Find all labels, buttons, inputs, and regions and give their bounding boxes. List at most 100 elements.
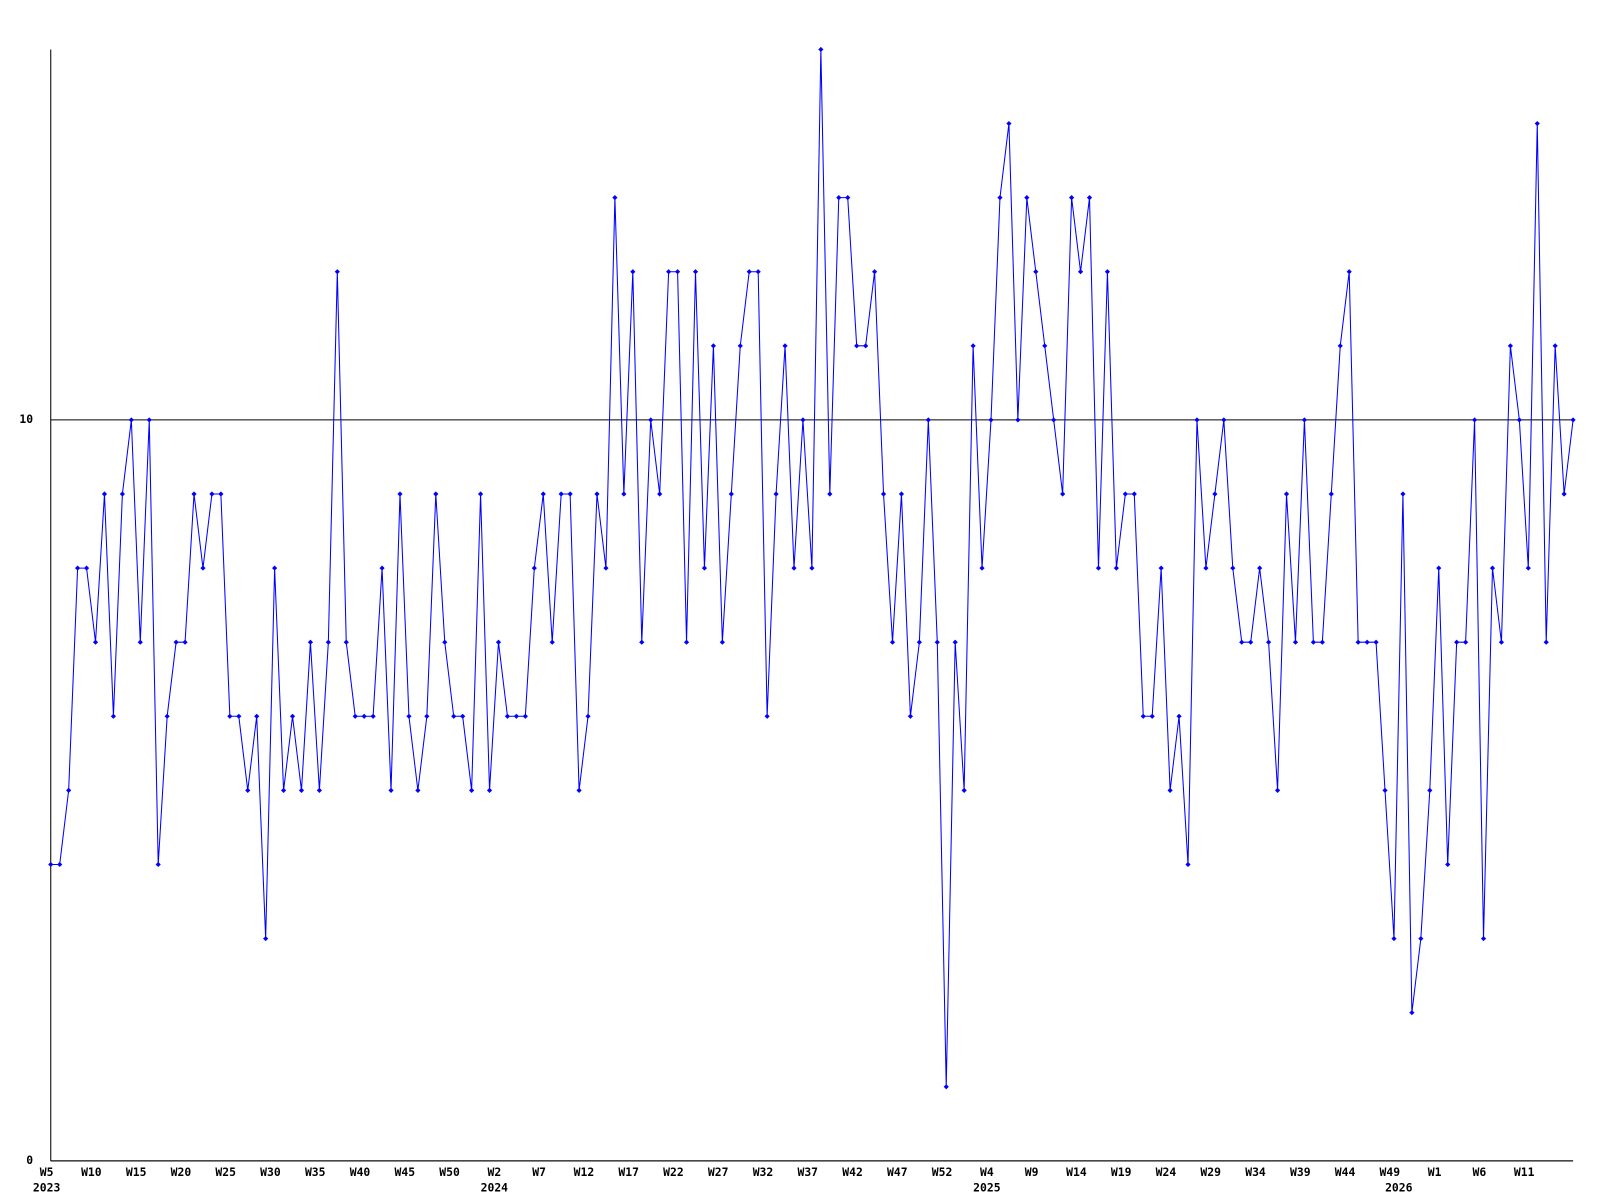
point: [657, 491, 663, 497]
x-tick-label: W9: [1025, 1165, 1039, 1179]
x-year-label: 2023: [33, 1181, 61, 1195]
point: [1346, 269, 1352, 275]
x-tick-label: W29: [1200, 1165, 1221, 1179]
point: [1337, 343, 1343, 349]
point: [1167, 787, 1173, 793]
point: [1364, 639, 1370, 645]
point: [1516, 417, 1522, 423]
x-tick-label: W10: [81, 1165, 102, 1179]
point: [209, 491, 215, 497]
point: [1185, 861, 1191, 868]
point: [710, 343, 716, 349]
point: [101, 491, 108, 497]
point: [1086, 195, 1093, 201]
point: [764, 713, 770, 719]
x-tick-label: W24: [1156, 1165, 1177, 1179]
point: [648, 417, 654, 423]
point: [1122, 491, 1128, 497]
x-tick-label: W35: [305, 1165, 326, 1179]
point: [898, 491, 905, 497]
x-tick-label: W50: [439, 1165, 460, 1179]
point: [979, 565, 985, 571]
point: [1445, 861, 1451, 868]
point: [119, 491, 125, 497]
point: [504, 713, 511, 719]
x-year-label: 2025: [973, 1181, 1001, 1195]
point: [1409, 1010, 1415, 1016]
point: [1552, 343, 1558, 349]
point: [943, 1084, 949, 1090]
point: [316, 787, 322, 793]
point: [1283, 491, 1290, 497]
x-year-label: 2026: [1385, 1181, 1413, 1195]
point: [406, 713, 412, 719]
point: [164, 713, 170, 719]
x-tick-label: W42: [842, 1165, 863, 1179]
x-tick-label: W45: [395, 1165, 416, 1179]
point: [182, 639, 188, 645]
point: [639, 639, 645, 645]
point: [83, 565, 90, 571]
point: [1480, 936, 1487, 942]
point: [889, 639, 896, 645]
point: [415, 787, 421, 793]
x-tick-label: W32: [753, 1165, 774, 1179]
x-tick-label: W44: [1335, 1165, 1356, 1179]
point: [1471, 417, 1478, 423]
point: [907, 713, 914, 719]
x-tick-label: W39: [1290, 1165, 1311, 1179]
point: [280, 787, 287, 793]
point: [809, 565, 815, 571]
point: [1507, 343, 1513, 349]
x-tick-label: W47: [887, 1165, 908, 1179]
point: [469, 787, 475, 793]
point: [1230, 565, 1236, 571]
point: [737, 343, 743, 349]
point: [925, 417, 931, 423]
point: [872, 269, 878, 275]
point: [1319, 639, 1325, 645]
point: [1033, 269, 1039, 275]
point: [460, 713, 466, 719]
point: [379, 565, 385, 571]
point: [1292, 639, 1299, 645]
point: [1266, 639, 1272, 645]
point: [1042, 343, 1048, 349]
point: [1391, 936, 1397, 942]
point: [1149, 713, 1155, 719]
point: [800, 417, 806, 423]
point: [755, 269, 761, 275]
point: [1257, 565, 1263, 571]
point: [1373, 639, 1379, 645]
point: [307, 639, 314, 645]
point: [558, 491, 564, 497]
point: [191, 491, 197, 497]
x-tick-label: W34: [1245, 1165, 1266, 1179]
x-tick-label: W27: [708, 1165, 729, 1179]
x-tick-label: W14: [1066, 1165, 1087, 1179]
point: [128, 417, 134, 423]
x-tick-label: W6: [1473, 1165, 1487, 1179]
point: [1069, 195, 1075, 201]
point: [692, 269, 699, 275]
point: [66, 787, 72, 793]
x-tick-label: W19: [1111, 1165, 1132, 1179]
point: [818, 46, 824, 53]
point: [1203, 565, 1209, 571]
point: [1418, 936, 1424, 942]
x-tick-label: W17: [618, 1165, 639, 1179]
point: [1543, 639, 1549, 645]
point: [513, 713, 519, 719]
point: [961, 787, 967, 793]
point: [1525, 565, 1531, 571]
point: [1024, 195, 1030, 201]
point: [1382, 787, 1388, 793]
point: [486, 787, 493, 793]
point: [997, 195, 1003, 201]
point: [343, 639, 349, 645]
x-tick-label: W5: [40, 1165, 54, 1179]
point: [146, 417, 152, 423]
point: [916, 639, 922, 645]
point: [827, 491, 833, 497]
